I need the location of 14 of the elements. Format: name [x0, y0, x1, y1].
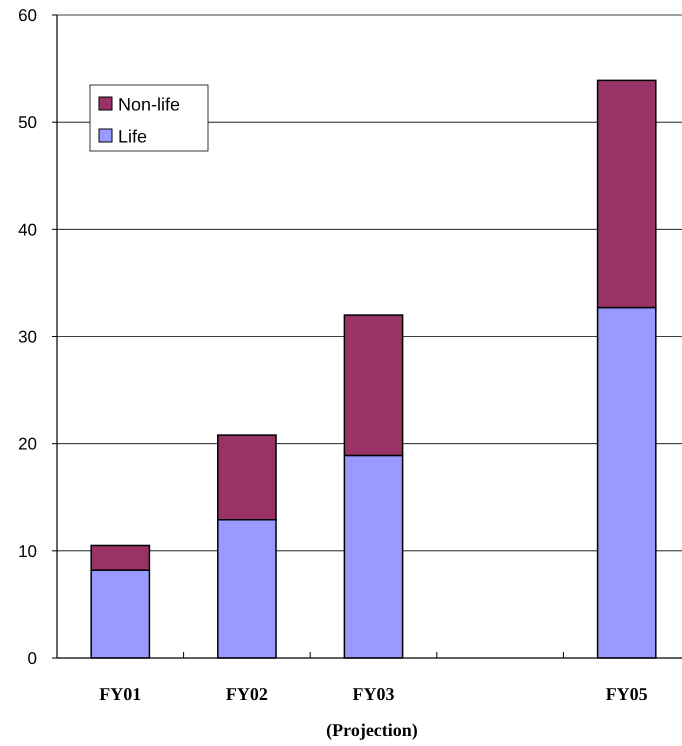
- y-tick-label: 0: [28, 648, 37, 668]
- y-tick-label: 30: [18, 327, 37, 346]
- y-tick-label: 20: [18, 434, 37, 454]
- x-tick-label: FY01: [99, 684, 142, 704]
- y-tick-label: 40: [18, 220, 37, 240]
- legend-label: Non-life: [118, 94, 180, 114]
- legend-label: Life: [118, 126, 148, 146]
- y-tick-label: 60: [18, 6, 37, 25]
- x-tick-label: FY02: [226, 684, 268, 704]
- x-axis-title: (Projection): [326, 720, 418, 740]
- y-tick-label: 50: [18, 113, 37, 132]
- x-tick-label: FY03: [352, 684, 394, 704]
- y-tick-label: 10: [18, 542, 37, 561]
- x-tick-label: FY05: [606, 684, 648, 704]
